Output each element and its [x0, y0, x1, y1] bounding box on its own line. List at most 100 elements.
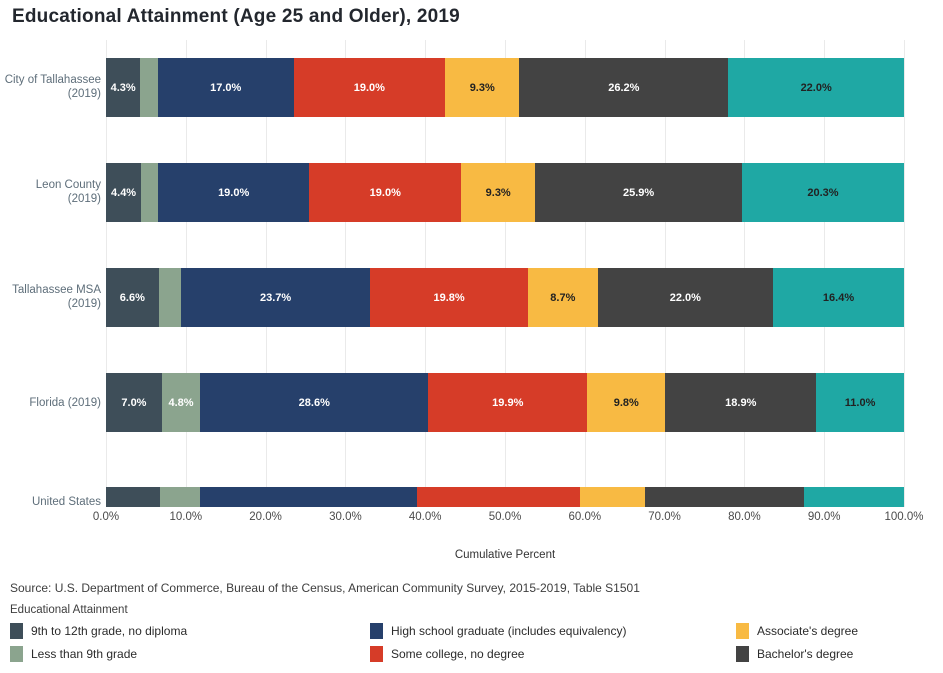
legend-item[interactable]: High school graduate (includes equivalen… — [370, 623, 736, 639]
bar-segment[interactable]: 9.3% — [445, 58, 520, 117]
bar-segment[interactable] — [200, 487, 418, 507]
segment-value-label: 8.7% — [550, 291, 576, 304]
legend-swatch-icon — [736, 646, 749, 662]
bar-segment[interactable] — [417, 487, 580, 507]
stacked-bar: 4.3% 17.0% 19.0% 9.3% 26.2% 22.0% — [106, 58, 904, 117]
bar-segment[interactable] — [158, 268, 181, 327]
x-axis-tick-label: 40.0% — [408, 511, 442, 523]
x-axis-tick-label: 0.0% — [92, 511, 120, 523]
segment-value-label: 22.0% — [669, 291, 701, 304]
segment-value-label: 6.6% — [119, 291, 145, 304]
legend-swatch-icon — [10, 646, 23, 662]
segment-value-label: 19.8% — [433, 291, 465, 304]
bar-segment[interactable]: 4.3% — [106, 58, 141, 117]
source-note: Source: U.S. Department of Commerce, Bur… — [10, 581, 640, 595]
legend-item[interactable]: 9th to 12th grade, no diploma — [10, 623, 370, 639]
legend-column: 9th to 12th grade, no diploma Less than 9… — [10, 623, 370, 662]
segment-value-label: 4.8% — [168, 396, 194, 409]
segment-value-label: 28.6% — [298, 396, 330, 409]
row-label: Tallahassee MSA (2019) — [12, 284, 101, 310]
segment-value-label: 22.0% — [800, 81, 832, 94]
legend-swatch-icon — [736, 623, 749, 639]
legend-swatch-icon — [370, 646, 383, 662]
bar-segment[interactable]: 9.8% — [587, 373, 666, 432]
gridline — [904, 40, 905, 507]
legend-column: High school graduate (includes equivalen… — [370, 623, 736, 662]
bar-segment[interactable]: 23.7% — [181, 268, 371, 327]
segment-value-label: 17.0% — [210, 81, 242, 94]
legend: 9th to 12th grade, no diploma Less than 9… — [10, 623, 935, 662]
segment-value-label: 25.9% — [623, 186, 655, 199]
x-axis-tick-label: 60.0% — [568, 511, 602, 523]
stacked-bar — [106, 487, 904, 507]
stacked-bar: 6.6% 23.7% 19.8% 8.7% 22.0% 16.4% — [106, 268, 904, 327]
bar-segment[interactable]: 4.8% — [161, 373, 201, 432]
bar-segment[interactable] — [804, 487, 904, 507]
bar-segment[interactable] — [106, 487, 161, 507]
x-axis-tick-label: 50.0% — [488, 511, 522, 523]
bar-segment[interactable]: 26.2% — [519, 58, 729, 117]
bar-segment[interactable]: 17.0% — [157, 58, 294, 117]
legend-item[interactable]: Bachelor's degree — [736, 646, 858, 662]
legend-label: Associate's degree — [757, 624, 859, 638]
x-axis-tick-label: 80.0% — [728, 511, 761, 523]
bar-segment[interactable]: 22.0% — [597, 268, 774, 327]
x-axis-tick-label: 20.0% — [249, 511, 282, 523]
bar-segment[interactable]: 28.6% — [200, 373, 429, 432]
segment-value-label: 11.0% — [844, 396, 876, 409]
row-label: Florida (2019) — [29, 397, 101, 409]
segment-value-label: 20.3% — [807, 186, 839, 199]
bar-segment[interactable]: 20.3% — [741, 163, 904, 222]
bar-segment[interactable]: 6.6% — [106, 268, 159, 327]
legend-label: Some college, no degree — [391, 647, 525, 661]
segment-value-label: 4.3% — [110, 81, 136, 94]
segment-value-label: 23.7% — [259, 291, 292, 304]
x-axis-tick-label: 70.0% — [648, 511, 681, 523]
segment-value-label: 4.4% — [111, 186, 137, 199]
row-label: United States — [31, 496, 101, 507]
x-axis-tick-label: 10.0% — [169, 511, 203, 523]
legend-item[interactable]: Some college, no degree — [370, 646, 736, 662]
bar-segment[interactable] — [644, 487, 805, 507]
bar-segment[interactable]: 4.4% — [106, 163, 142, 222]
legend-item[interactable]: Less than 9th grade — [10, 646, 370, 662]
x-axis-tick-label: 30.0% — [329, 511, 362, 523]
segment-value-label: 19.0% — [353, 81, 385, 94]
segment-value-label: 19.0% — [218, 186, 250, 199]
stacked-bar: 4.4% 19.0% 19.0% 9.3% 25.9% 20.3% — [106, 163, 904, 222]
bar-segment[interactable] — [160, 487, 201, 507]
bar-segment[interactable]: 7.0% — [106, 373, 162, 432]
legend-swatch-icon — [370, 623, 383, 639]
segment-value-label: 9.8% — [613, 396, 639, 409]
row-label: Leon County (2019) — [35, 179, 101, 205]
bar-segment[interactable]: 19.8% — [370, 268, 529, 327]
bar-segment[interactable]: 9.3% — [461, 163, 536, 222]
bar-segment[interactable]: 22.0% — [728, 58, 904, 117]
chart-title: Educational Attainment (Age 25 and Older… — [12, 6, 460, 27]
row-label: City of Tallahassee (2019) — [4, 74, 101, 100]
bar-segment[interactable]: 19.0% — [157, 163, 310, 222]
segment-value-label: 19.0% — [369, 186, 401, 199]
bar-segment[interactable]: 19.0% — [293, 58, 446, 117]
legend-swatch-icon — [10, 623, 23, 639]
segment-value-label: 7.0% — [121, 396, 147, 409]
bar-segment[interactable]: 19.9% — [428, 373, 588, 432]
bar-segment[interactable]: 11.0% — [816, 373, 904, 432]
segment-value-label: 9.3% — [485, 186, 511, 199]
bar-segment[interactable]: 25.9% — [535, 163, 742, 222]
legend-label: 9th to 12th grade, no diploma — [31, 624, 188, 638]
x-axis-title: Cumulative Percent — [454, 549, 556, 561]
x-axis-tick-label: 100.0% — [884, 511, 924, 523]
segment-value-label: 9.3% — [469, 81, 495, 94]
bar-segment[interactable]: 18.9% — [665, 373, 817, 432]
bar-segment[interactable] — [140, 58, 158, 117]
legend-title: Educational Attainment — [10, 604, 128, 616]
legend-label: Less than 9th grade — [31, 647, 138, 661]
bar-segment[interactable] — [579, 487, 645, 507]
bar-segment[interactable]: 19.0% — [309, 163, 462, 222]
bar-segment[interactable]: 16.4% — [773, 268, 904, 327]
legend-item[interactable]: Associate's degree — [736, 623, 858, 639]
bar-segment[interactable]: 8.7% — [528, 268, 598, 327]
bar-segment[interactable] — [141, 163, 158, 222]
